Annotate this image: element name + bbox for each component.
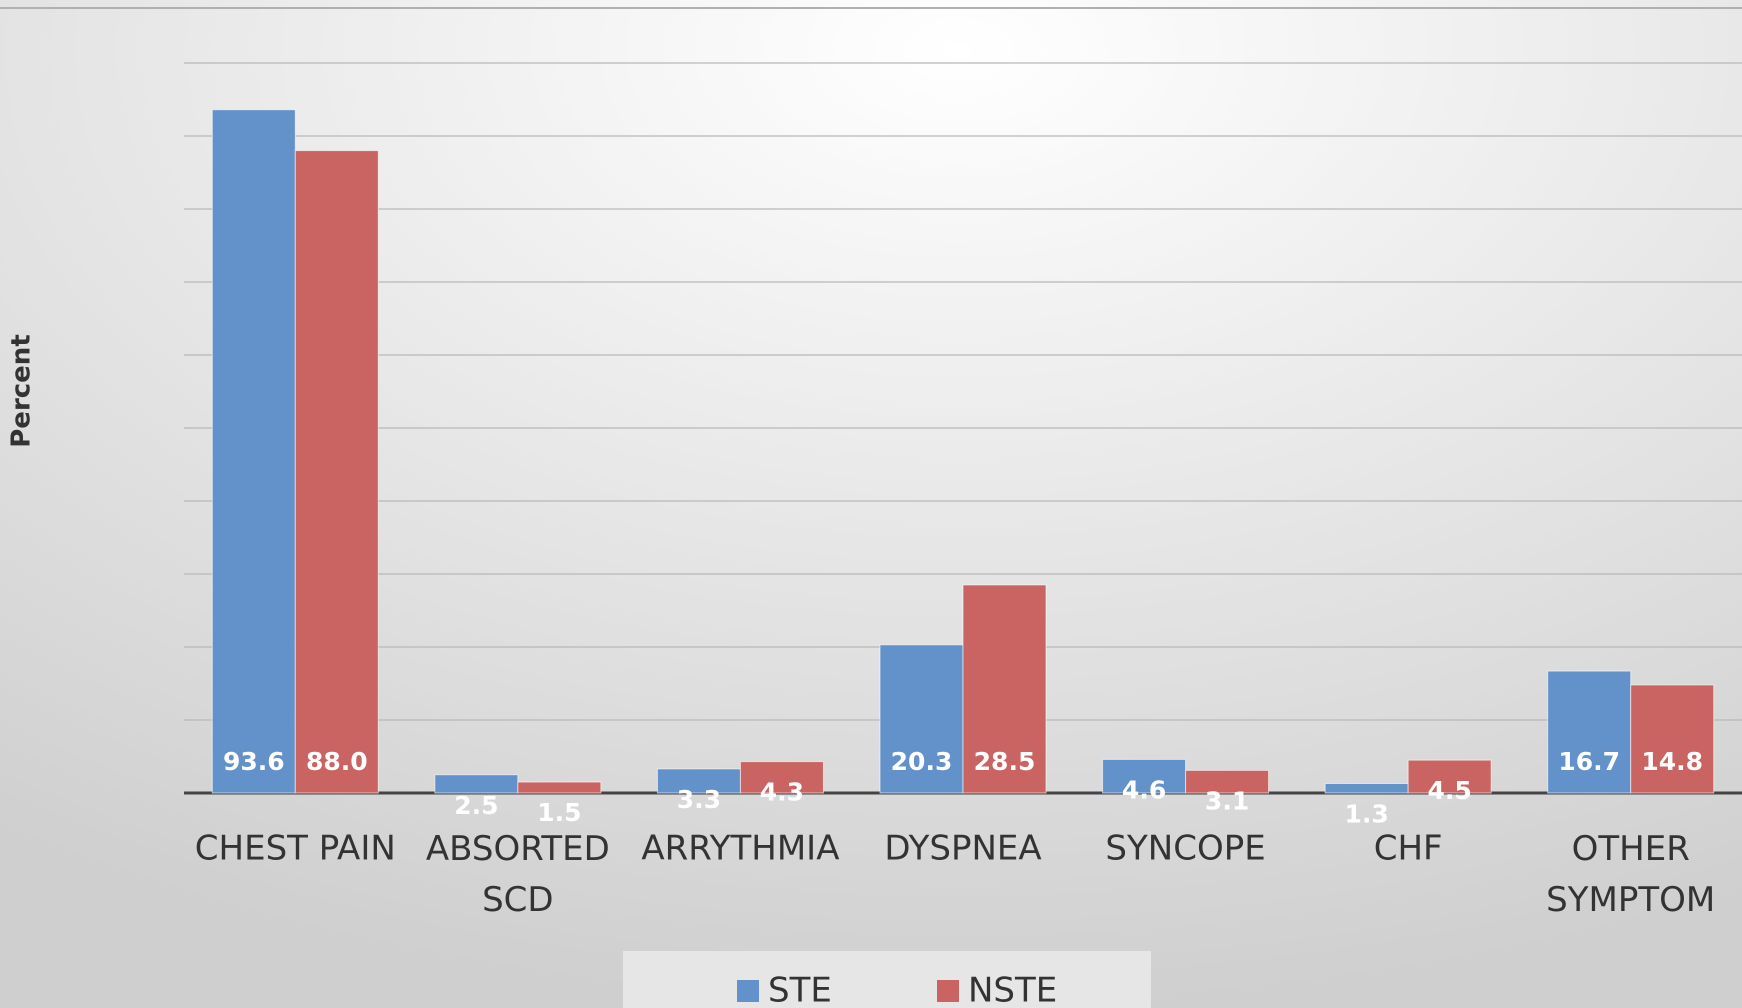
bar bbox=[1407, 759, 1492, 794]
bar bbox=[879, 644, 964, 794]
bar bbox=[739, 761, 824, 794]
x-tick-label: DYSPNEA bbox=[884, 829, 1041, 869]
x-tick-label: ARRYTHMIA bbox=[641, 829, 839, 869]
data-label: 93.6 bbox=[223, 747, 285, 776]
bar bbox=[517, 781, 602, 794]
data-label: 2.5 bbox=[454, 791, 498, 820]
bar bbox=[1185, 769, 1270, 794]
bar bbox=[1324, 783, 1409, 794]
data-label: 1.5 bbox=[537, 798, 581, 827]
data-label: 4.5 bbox=[1427, 776, 1471, 805]
y-axis-label: Percent bbox=[7, 334, 37, 448]
bar bbox=[211, 109, 296, 794]
bar bbox=[294, 150, 379, 794]
data-label: 14.8 bbox=[1641, 747, 1703, 776]
data-label: 3.3 bbox=[677, 785, 721, 814]
x-tick-label: OTHER SYMPTOM bbox=[1546, 829, 1715, 920]
data-label: 16.7 bbox=[1558, 747, 1620, 776]
bar bbox=[962, 584, 1047, 794]
data-label: 20.3 bbox=[891, 747, 953, 776]
x-tick-label: CHF bbox=[1374, 829, 1443, 869]
data-label: 3.1 bbox=[1205, 786, 1249, 815]
legend-label: NSTE bbox=[968, 971, 1057, 1008]
data-label: 4.3 bbox=[760, 778, 804, 807]
data-label: 4.6 bbox=[1122, 775, 1166, 804]
bar bbox=[1547, 670, 1632, 794]
bar bbox=[1630, 684, 1715, 794]
data-label: 88.0 bbox=[306, 747, 368, 776]
legend-label: STE bbox=[768, 971, 832, 1008]
x-tick-label: ABSORTED SCD bbox=[426, 829, 610, 920]
data-label: 1.3 bbox=[1344, 800, 1388, 829]
x-tick-label: SYNCOPE bbox=[1105, 829, 1265, 869]
legend-swatch bbox=[937, 980, 959, 1002]
legend-box bbox=[623, 951, 1151, 1008]
legend-swatch bbox=[737, 980, 759, 1002]
data-label: 28.5 bbox=[974, 747, 1036, 776]
x-tick-label: CHEST PAIN bbox=[195, 829, 396, 869]
